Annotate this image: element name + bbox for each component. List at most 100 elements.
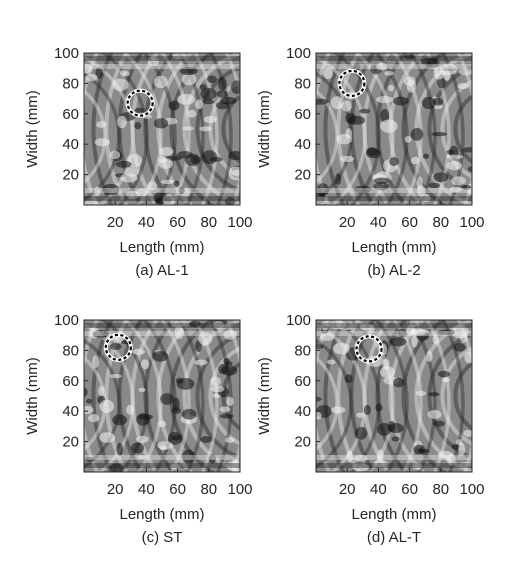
heatmap-speckle [157, 420, 167, 428]
x-tick-label: 100 [459, 214, 484, 231]
heatmap-speckle [109, 150, 121, 160]
y-axis-label: Width (mm) [24, 90, 41, 168]
heatmap-speckle [224, 361, 233, 366]
heatmap-ring [392, 320, 423, 472]
heatmap-ring [117, 320, 144, 472]
heatmap-speckle [441, 377, 451, 383]
heatmap-speckle [410, 127, 424, 141]
heatmap-speckle [387, 420, 396, 432]
heatmap-speckle [391, 436, 400, 442]
heatmap-band [316, 64, 472, 69]
heatmap-speckle [182, 126, 194, 131]
heatmap-speckle [328, 320, 347, 330]
heatmap-speckle [221, 365, 238, 376]
heatmap-ring [453, 94, 472, 164]
x-tick-label: 80 [200, 214, 217, 231]
heatmap-speckle [316, 98, 329, 105]
heatmap-band [316, 196, 472, 201]
heatmap-speckle [153, 118, 169, 129]
heatmap-ring [221, 94, 240, 164]
heatmap-ring [323, 320, 346, 472]
heatmap-ring [91, 53, 114, 205]
heatmap-speckle [136, 435, 149, 444]
heatmap-speckle [203, 115, 217, 124]
heatmap-speckle [380, 119, 398, 133]
y-tick-label: 40 [294, 403, 311, 420]
heatmap-speckle [208, 454, 217, 464]
heatmap-speckle [157, 156, 168, 163]
heatmap-ring [104, 320, 129, 472]
heatmap-speckle [159, 146, 174, 156]
heatmap-speckle [200, 436, 213, 443]
panel-caption: (b) AL-2 [367, 262, 420, 279]
heatmap-image [316, 53, 472, 205]
y-tick-label: 80 [294, 342, 311, 359]
heatmap-ring [130, 320, 160, 472]
heatmap-band [316, 56, 472, 61]
heatmap-speckle [137, 455, 146, 460]
heatmap-ring [209, 53, 233, 205]
heatmap-speckle [112, 414, 128, 426]
heatmap-speckle [335, 173, 342, 185]
heatmap-ring [84, 88, 107, 185]
heatmap-speckle [179, 67, 198, 76]
heatmap-speckle [453, 343, 466, 352]
heatmap-speckle [176, 378, 195, 390]
heatmap-speckle [421, 96, 436, 110]
heatmap-ring [427, 65, 472, 193]
heatmap-ring [354, 320, 395, 472]
x-tick-label: 80 [432, 481, 449, 498]
heatmap-speckle [462, 184, 472, 190]
heatmap-speckle [413, 444, 426, 455]
heatmap-speckle [102, 183, 120, 196]
x-tick-label: 60 [401, 214, 418, 231]
x-axis-label: Length (mm) [119, 239, 204, 256]
heatmap-speckle [147, 181, 157, 191]
heatmap-speckle [446, 161, 462, 171]
x-tick-label: 60 [169, 481, 186, 498]
heatmap-speckle [152, 351, 169, 362]
heatmap-speckle [202, 98, 215, 105]
heatmap-speckle [200, 88, 217, 100]
heatmap-speckle [316, 183, 330, 197]
heatmap-speckle [398, 328, 407, 338]
heatmap-ring [160, 320, 191, 472]
heatmap-image [84, 320, 240, 472]
heatmap-ring [414, 320, 472, 472]
heatmap-speckle [109, 463, 124, 472]
x-tick-label: 100 [227, 481, 252, 498]
heatmap-ring [316, 338, 353, 469]
heatmap-speckle [316, 344, 324, 350]
x-tick-label: 40 [138, 481, 155, 498]
heatmap-speckle [98, 386, 105, 396]
heatmap-speckle [199, 126, 213, 132]
heatmap-speckle [126, 190, 140, 199]
heatmap-ring [425, 53, 451, 205]
heatmap-ring [142, 53, 177, 205]
heatmap-speckle [198, 332, 213, 346]
heatmap-speckle [326, 359, 336, 365]
heatmap-speckle [316, 411, 322, 420]
heatmap-speckle [228, 150, 240, 161]
heatmap-speckle [168, 100, 180, 111]
heatmap-speckle [363, 404, 371, 416]
heatmap-speckle [84, 387, 88, 397]
heatmap-speckle [182, 449, 195, 464]
heatmap-ring [104, 53, 129, 205]
heatmap-speckle [189, 320, 202, 328]
heatmap-speckle [218, 77, 227, 91]
heatmap-ring [409, 53, 437, 205]
heatmap-speckle [404, 54, 415, 60]
heatmap-ring [195, 332, 240, 460]
heatmap-ring [441, 320, 465, 472]
heatmap-speckle [352, 463, 370, 472]
heatmap-speckle [406, 79, 417, 93]
heatmap-speckle [87, 414, 100, 423]
heatmap-ring [177, 320, 205, 472]
heatmap-ring [323, 53, 346, 205]
heatmap-speckle [379, 366, 396, 378]
heatmap-speckle [389, 337, 407, 347]
heatmap-ring [130, 53, 160, 205]
y-axis-label: Width (mm) [256, 357, 273, 435]
y-tick-label: 80 [62, 75, 79, 92]
